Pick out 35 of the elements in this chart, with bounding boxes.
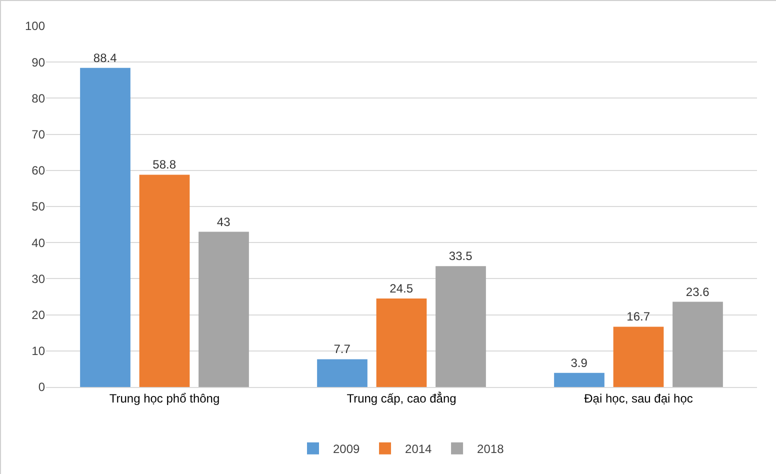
x-tick-label: Trung học phổ thông bbox=[109, 391, 220, 406]
bar bbox=[376, 298, 427, 387]
x-tick-label: Trung cấp, cao đẳng bbox=[346, 391, 456, 406]
legend-label: 2009 bbox=[333, 442, 360, 456]
y-tick-label: 90 bbox=[32, 55, 46, 70]
bar bbox=[436, 266, 486, 387]
bar bbox=[80, 68, 130, 387]
data-label: 23.6 bbox=[686, 284, 710, 299]
data-label: 88.4 bbox=[93, 50, 118, 65]
y-tick-label: 60 bbox=[32, 164, 46, 178]
data-label: 58.8 bbox=[152, 158, 176, 172]
data-label: 3.9 bbox=[570, 356, 588, 370]
y-tick-label: 20 bbox=[32, 308, 46, 322]
y-tick-label: 50 bbox=[32, 200, 46, 214]
bar bbox=[198, 232, 249, 387]
bar bbox=[317, 359, 368, 387]
data-label: 24.5 bbox=[390, 282, 414, 296]
bar bbox=[139, 174, 190, 387]
legend-label: 2014 bbox=[405, 442, 432, 456]
y-tick-label: 30 bbox=[32, 272, 46, 286]
bar bbox=[672, 302, 723, 387]
legend-label: 2018 bbox=[477, 442, 504, 456]
data-label: 43 bbox=[216, 214, 231, 229]
data-label: 16.7 bbox=[626, 310, 650, 324]
bar bbox=[554, 372, 604, 387]
y-tick-label: 40 bbox=[32, 236, 46, 250]
y-tick-label: 10 bbox=[32, 344, 46, 358]
y-tick-label: 70 bbox=[32, 128, 46, 142]
y-tick-label: 100 bbox=[24, 19, 46, 34]
y-tick-label: 0 bbox=[38, 380, 46, 394]
data-label: 7.7 bbox=[334, 342, 351, 356]
data-label: 33.5 bbox=[448, 249, 473, 264]
y-tick-label: 80 bbox=[32, 91, 46, 106]
bar bbox=[613, 326, 664, 387]
x-tick-label: Đại học, sau đại học bbox=[584, 391, 693, 406]
